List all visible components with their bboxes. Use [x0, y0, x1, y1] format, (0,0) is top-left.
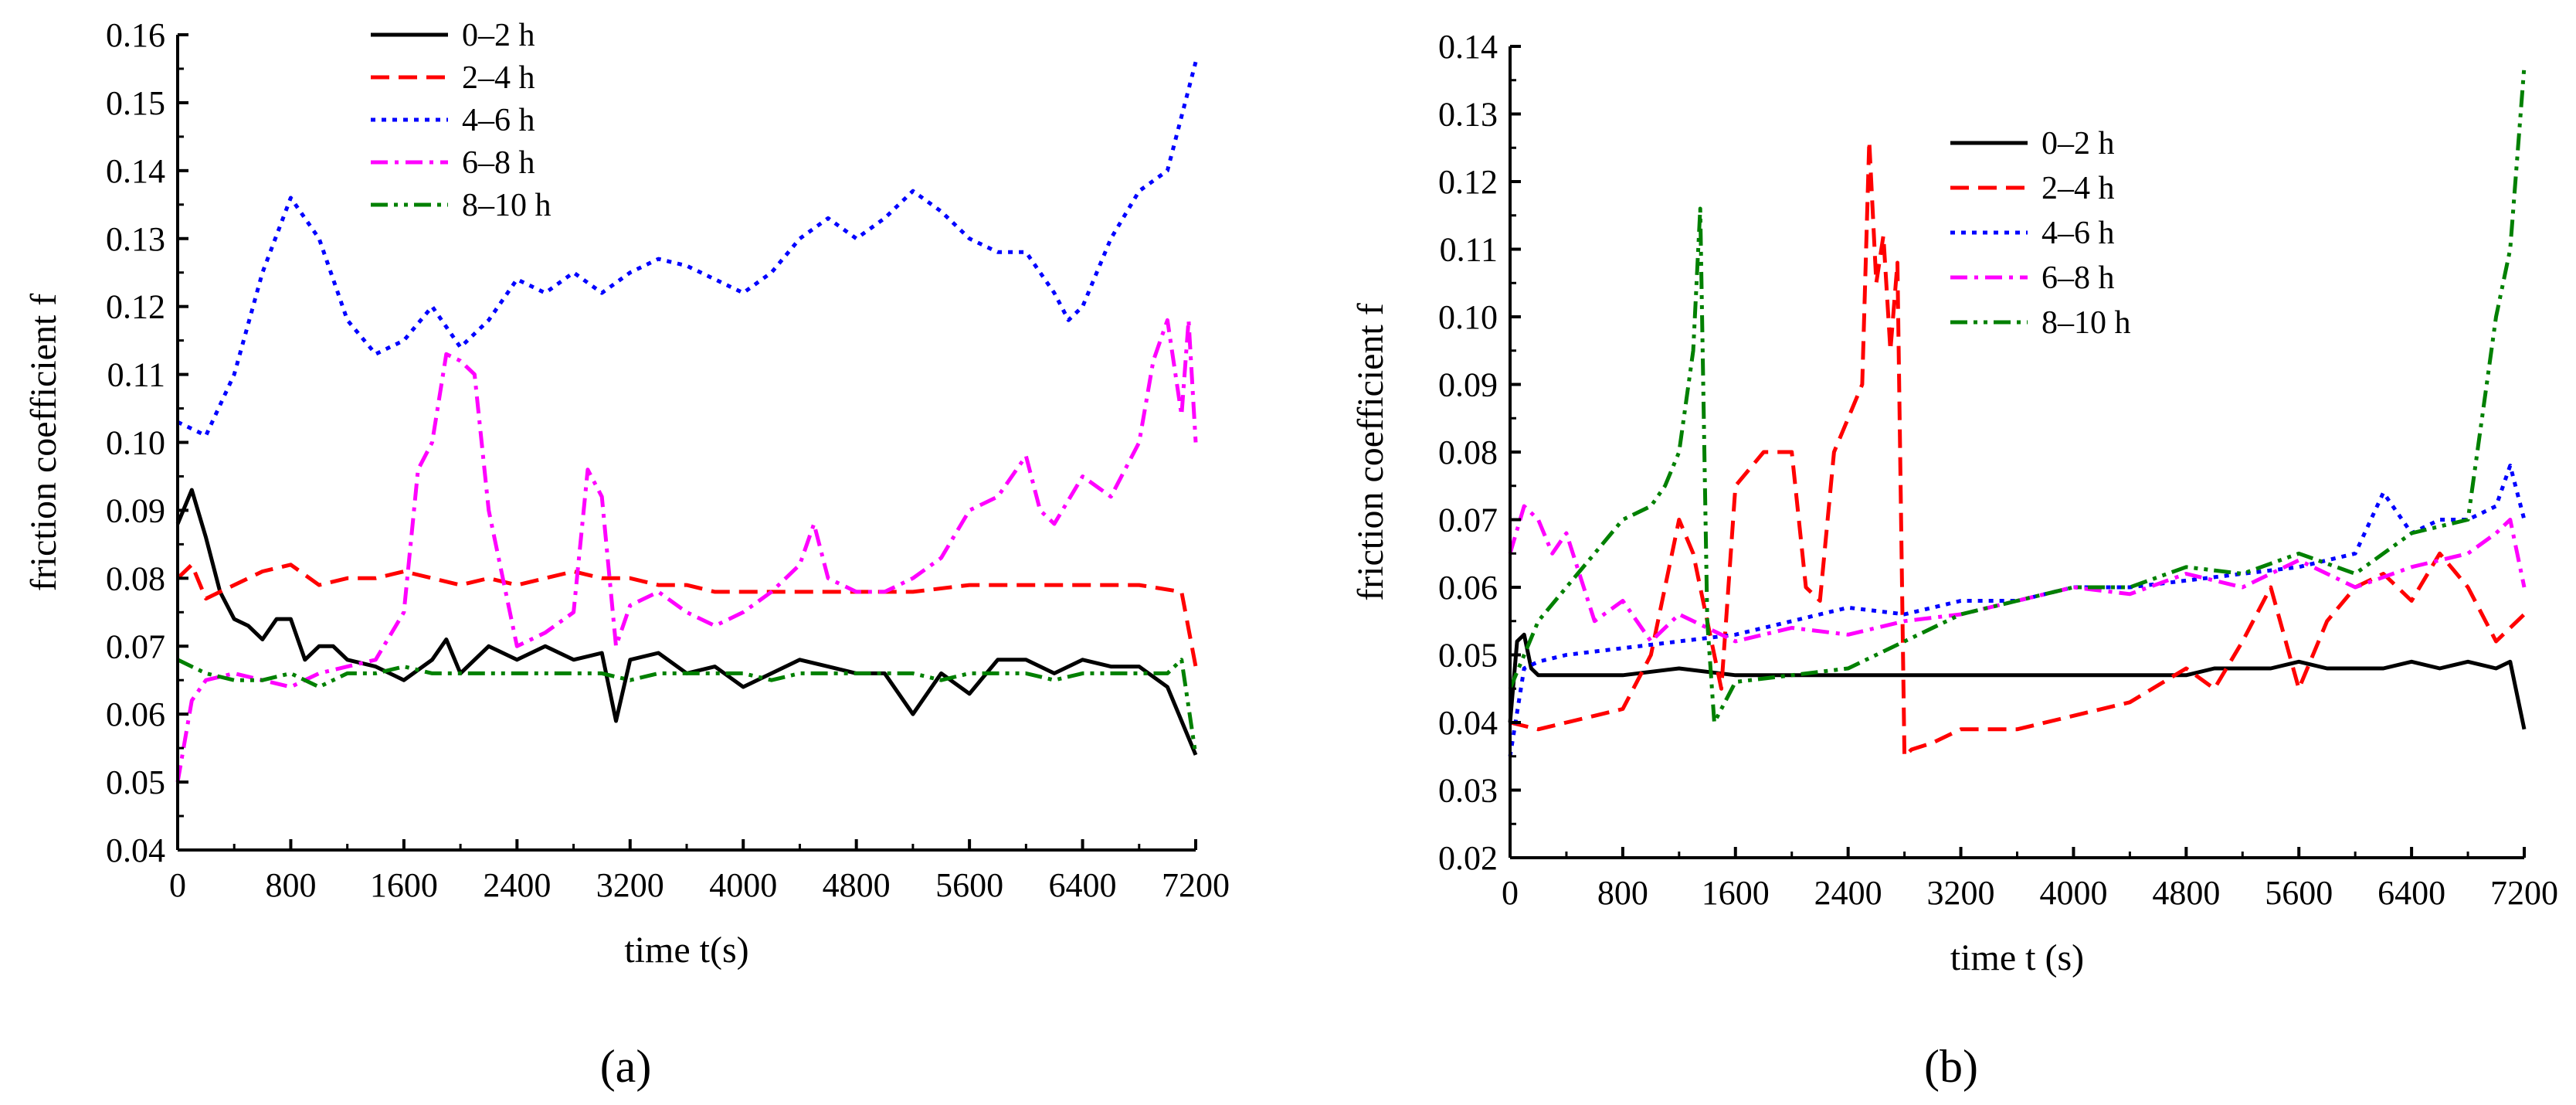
panel-label-b: (b) — [1924, 1041, 1978, 1092]
x-tick-label: 1600 — [370, 866, 438, 904]
x-axis-label: time t (s) — [1950, 937, 2084, 978]
x-tick-label: 1600 — [1702, 874, 1770, 912]
legend-label-4: 6–8 h — [462, 145, 535, 181]
series-line-4 — [175, 318, 1198, 783]
series-line-1 — [1508, 632, 2527, 730]
y-tick-label: 0.07 — [1438, 502, 1498, 539]
chart-panel-b: 0 800 1600 2400 3200 4000 4800 5600 6400 7200 0.02… — [1350, 28, 2558, 978]
x-tick-label: 3200 — [596, 866, 664, 904]
x-tick-label: 5600 — [935, 866, 1003, 904]
x-tick-label: 4000 — [2039, 874, 2107, 912]
y-tick-label: 0.14 — [1438, 28, 1498, 66]
y-tick-label: 0.13 — [1438, 96, 1498, 134]
y-tick-label: 0.09 — [1438, 366, 1498, 404]
y-tick-label: 0.15 — [106, 84, 165, 122]
x-tick-label: 4800 — [823, 866, 891, 904]
y-tick-label: 0.06 — [1438, 569, 1498, 607]
x-tick-label: 0 — [1502, 874, 1519, 912]
y-tick-label: 0.12 — [106, 288, 165, 326]
y-tick-label: 0.03 — [1438, 772, 1498, 810]
y-tick-label: 0.04 — [1438, 704, 1498, 742]
y-tick-label: 0.11 — [107, 356, 165, 394]
series-line-2 — [1509, 139, 2526, 759]
y-tick-label: 0.12 — [1438, 163, 1498, 201]
legend-label-2: 2–4 h — [462, 60, 535, 96]
legend-label-5: 8–10 h — [2041, 305, 2131, 341]
x-tick-label: 800 — [265, 866, 316, 904]
legend-label-3: 4–6 h — [2041, 216, 2115, 251]
legend-label-1: 0–2 h — [2041, 126, 2115, 162]
x-tick-label: 6400 — [1049, 866, 1117, 904]
x-tick-label: 2400 — [1814, 874, 1882, 912]
y-tick-label: 0.11 — [1440, 231, 1498, 269]
x-tick-label: 7200 — [2490, 874, 2558, 912]
y-tick-label: 0.08 — [1438, 434, 1498, 471]
x-tick-label: 6400 — [2377, 874, 2445, 912]
y-tick-label: 0.09 — [106, 491, 165, 529]
series-line-3 — [176, 61, 1198, 438]
panel-label-a: (a) — [600, 1041, 652, 1092]
x-tick-label: 4000 — [709, 866, 777, 904]
series-line-5 — [1508, 66, 2527, 725]
y-tick-label: 0.07 — [106, 627, 165, 665]
x-tick-label: 800 — [1597, 874, 1648, 912]
series-line-5 — [176, 658, 1198, 756]
series-line-1 — [175, 488, 1198, 756]
y-axis-label: friction coefficient f — [23, 294, 64, 592]
x-tick-label: 2400 — [483, 866, 551, 904]
y-tick-label: 0.10 — [1438, 298, 1498, 336]
series-line-2 — [176, 563, 1198, 668]
series-line-3 — [1508, 464, 2527, 757]
y-tick-label: 0.06 — [106, 695, 165, 733]
chart-panel-a: 0 800 1600 2400 3200 4000 4800 5600 6400 7200 0.04… — [23, 16, 1230, 971]
legend-label-4: 6–8 h — [2041, 260, 2115, 296]
legend-label-5: 8–10 h — [462, 188, 552, 223]
legend-label-3: 4–6 h — [462, 103, 535, 138]
y-axis-label: friction coefficient f — [1350, 303, 1391, 601]
x-axis-label: time t(s) — [624, 930, 748, 971]
y-tick-label: 0.14 — [106, 152, 165, 190]
legend-label-1: 0–2 h — [462, 18, 535, 53]
y-tick-label: 0.05 — [106, 763, 165, 801]
y-tick-label: 0.16 — [106, 16, 165, 54]
y-tick-label: 0.05 — [1438, 637, 1498, 675]
y-tick-label: 0.13 — [106, 220, 165, 258]
x-tick-label: 3200 — [1927, 874, 1995, 912]
x-tick-label: 5600 — [2265, 874, 2333, 912]
y-tick-label: 0.04 — [106, 831, 165, 869]
y-tick-label: 0.08 — [106, 559, 165, 597]
y-tick-label: 0.02 — [1438, 839, 1498, 877]
legend-label-2: 2–4 h — [2041, 171, 2115, 206]
x-tick-label: 4800 — [2152, 874, 2220, 912]
series-line-4 — [1508, 504, 2527, 644]
x-tick-label: 0 — [169, 866, 186, 904]
x-tick-label: 7200 — [1162, 866, 1230, 904]
y-tick-label: 0.10 — [106, 424, 165, 462]
